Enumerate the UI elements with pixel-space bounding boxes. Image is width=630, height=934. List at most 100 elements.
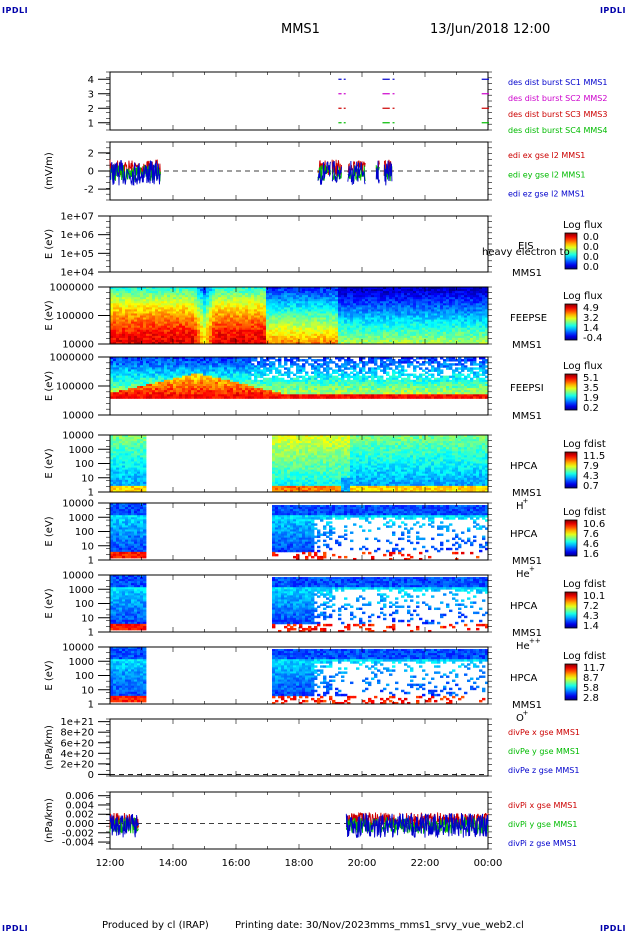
spacecraft-title: MMS1 [281,22,320,37]
y-tick-label: 1000 [69,657,94,668]
legend-entry: divPi x gse MMS1 [508,801,577,810]
y-tick-label: 10000 [62,340,94,351]
instrument-label: HPCA [510,461,538,472]
colorbar-tick: 4.9 [583,303,599,314]
series-trace [109,160,161,186]
colorbar-tick: 0.0 [583,252,599,263]
y-tick-label: 10 [81,613,94,624]
y-tick-label: 4e+20 [60,749,94,760]
y-tick-label: 0.006 [65,791,94,802]
colorbar-tick: 4.6 [583,539,599,550]
y-tick-label: 1e+21 [60,717,94,728]
panel-hpca_o [98,646,578,705]
series-trace [317,160,331,176]
y-tick-label: 100 [75,599,94,610]
colorbar [564,663,578,701]
panel-hpca_he2 [98,574,578,633]
colorbar-tick: 4.3 [583,471,599,482]
colorbar-tick: 1.4 [583,621,599,632]
y-tick-label: 6e+20 [60,738,94,749]
legend-entry: edi ey gse l2 MMS1 [508,170,586,179]
y-tick-label: 1000 [69,513,94,524]
legend-entry: des dist burst SC1 MMS1 [508,78,607,87]
footer-script-name: mms_mms1_srvy_vue_web2.cl [370,920,524,931]
y-axis-label: E (eV) [44,371,55,401]
y-axis-label: (mV/m) [44,152,55,190]
instrument-label: HPCA [510,673,538,684]
y-tick-label: 0.000 [65,819,94,830]
panel-divpe [98,718,492,777]
instrument-label: FEEPSE [510,313,547,324]
y-tick-label: 10 [81,473,94,484]
spacecraft-label: MMS1 [512,488,542,499]
legend-entry: divPe x gse MMS1 [508,728,580,737]
colorbar-tick: 3.2 [583,313,599,324]
colorbar-tick: 1.4 [583,323,599,334]
y-tick-label: 10000 [62,643,94,654]
colorbar-tick: 0.2 [583,403,599,414]
y-axis-label: E (eV) [44,660,55,690]
colorbar-tick: 7.9 [583,461,599,472]
panel-hpca_he1 [98,502,578,561]
y-tick-label: 10000 [62,571,94,582]
species-charge: + [529,565,535,573]
legend-entry: des dist burst SC2 MMS2 [508,94,607,103]
legend-entry: divPe y gse MMS1 [508,747,580,756]
colorbar-tick: 7.2 [583,601,599,612]
spacecraft-label: MMS1 [512,556,542,567]
panel-efield [98,141,492,201]
y-axis-label: (nPa/km) [44,725,55,770]
footer-printing-date: Printing date: 30/Nov/2023 [235,920,371,931]
x-tick-label: 18:00 [285,858,314,869]
y-tick-label: 1 [88,628,94,639]
colorbar-tick: 0.0 [583,232,599,243]
instrument-label: HPCA [510,529,538,540]
y-tick-label: 100 [75,671,94,682]
colorbar-title: Log flux [563,361,603,372]
y-tick-label: 1 [88,556,94,567]
series-trace [375,160,380,184]
y-tick-label: 2e+20 [60,759,94,770]
y-tick-label: 1000000 [49,353,94,364]
spacecraft-label: MMS1 [512,700,542,711]
species-label: He [516,641,530,652]
y-axis-label: E (eV) [44,229,55,259]
y-axis-label: E (eV) [44,448,55,478]
y-axis-label: E (eV) [44,300,55,330]
instrument-label: FEEPSI [510,383,544,394]
series-trace [109,813,139,838]
instrument-label: HPCA [510,601,538,612]
species-charge: + [523,709,529,717]
corner-label-top-left: IPDLI [2,6,29,15]
series-trace [383,160,393,186]
x-tick-label: 20:00 [348,858,377,869]
legend-entry: divPe z gse MMS1 [508,766,579,775]
y-tick-label: 3 [88,89,94,100]
y-tick-label: 100 [75,459,94,470]
spacecraft-label: MMS1 [512,411,542,422]
panel-frame [109,215,489,273]
colorbar-tick: 7.6 [583,529,599,540]
colorbar-tick: 11.5 [583,451,605,462]
y-tick-label: 2 [88,148,94,159]
y-tick-label: -2 [84,185,94,196]
colorbar-title: Log fdist [563,579,606,590]
y-tick-label: 0.004 [65,800,94,811]
colorbar-title: Log fdist [563,651,606,662]
colorbar-tick: 0.0 [583,262,599,273]
panel-feepse [98,286,578,345]
panel-eis [98,215,578,273]
y-axis-label: E (eV) [44,588,55,618]
series-trace [317,161,331,185]
colorbar [564,451,578,489]
y-tick-label: 1 [88,118,94,129]
y-tick-label: 1000000 [49,283,94,294]
colorbar-title: Log flux [563,220,603,231]
y-axis-label: (nPa/km) [44,798,55,843]
y-tick-label: 1000 [69,585,94,596]
y-tick-label: 100000 [56,382,94,393]
colorbar-tick: 8.7 [583,673,599,684]
panel-frame [109,718,489,777]
datetime-title: 13/Jun/2018 12:00 [430,22,551,37]
